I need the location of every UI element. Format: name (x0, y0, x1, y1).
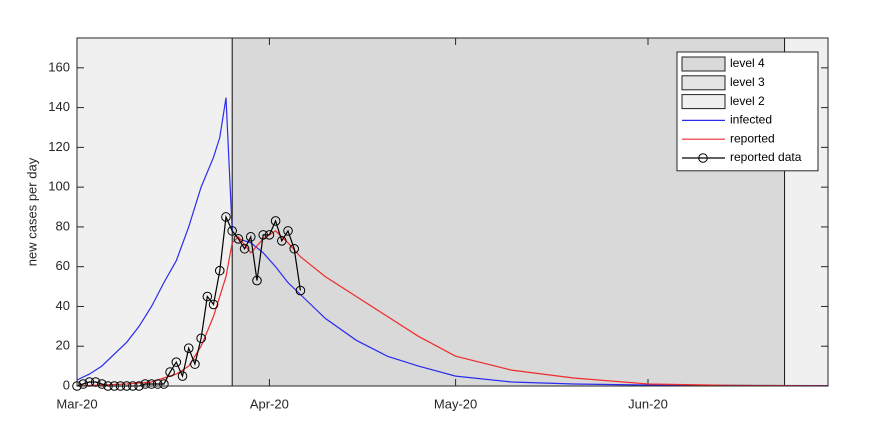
legend: level 4 level 3 level 2 infected reported rep… (676, 51, 819, 172)
data-marker (140, 379, 151, 389)
x-tick-label: Mar-20 (56, 396, 97, 411)
data-marker (183, 343, 194, 354)
data-marker (283, 226, 293, 236)
data-marker (295, 285, 306, 296)
level-region (76, 37, 233, 387)
legend-label: infected (730, 113, 772, 127)
data-marker (252, 275, 262, 286)
data-marker (202, 291, 213, 302)
legend-swatch (681, 75, 726, 91)
data-marker (78, 379, 89, 389)
y-tick-label: 40 (56, 298, 70, 313)
legend-label: reported (730, 131, 775, 145)
data-marker (171, 357, 182, 367)
legend-marker (698, 153, 708, 163)
legend-swatch (681, 94, 726, 110)
data-marker (152, 379, 163, 389)
y-tick-label: 140 (48, 99, 70, 114)
series-line (76, 97, 829, 387)
data-marker (165, 367, 175, 377)
data-marker (208, 299, 219, 310)
data-marker (227, 226, 237, 236)
y-tick-label: 120 (48, 139, 70, 154)
data-marker (196, 333, 206, 344)
y-axis-label: new cases per day (24, 157, 39, 266)
data-marker (221, 212, 231, 222)
data-marker (177, 371, 188, 381)
legend-label: level 3 (730, 75, 765, 89)
axes-box (76, 37, 829, 387)
data-marker (159, 379, 169, 389)
data-marker (264, 230, 275, 240)
legend-swatch (681, 56, 726, 72)
data-marker (289, 243, 300, 254)
data-marker (233, 234, 244, 244)
y-tick-label: 160 (48, 59, 70, 74)
y-tick-label: 100 (48, 179, 70, 194)
x-tick-label: Apr-20 (250, 396, 289, 411)
data-marker (190, 359, 200, 369)
y-tick-label: 20 (56, 338, 70, 353)
data-marker (146, 379, 157, 389)
x-tick-label: May-20 (434, 396, 477, 411)
legend-box (676, 51, 819, 172)
data-marker (277, 236, 287, 246)
legend-label: reported data (730, 150, 802, 164)
data-marker (214, 265, 225, 276)
y-tick-label: 80 (56, 218, 70, 233)
data-marker (97, 379, 107, 389)
data-marker (258, 230, 268, 240)
legend-label: level 4 (730, 56, 765, 70)
data-marker (245, 232, 256, 242)
y-tick-label: 60 (56, 258, 70, 273)
x-tick-label: Jun-20 (628, 396, 668, 411)
legend-label: level 2 (730, 94, 765, 108)
data-marker (239, 243, 250, 254)
y-tick-label: 0 (63, 377, 70, 392)
data-marker (270, 216, 281, 226)
